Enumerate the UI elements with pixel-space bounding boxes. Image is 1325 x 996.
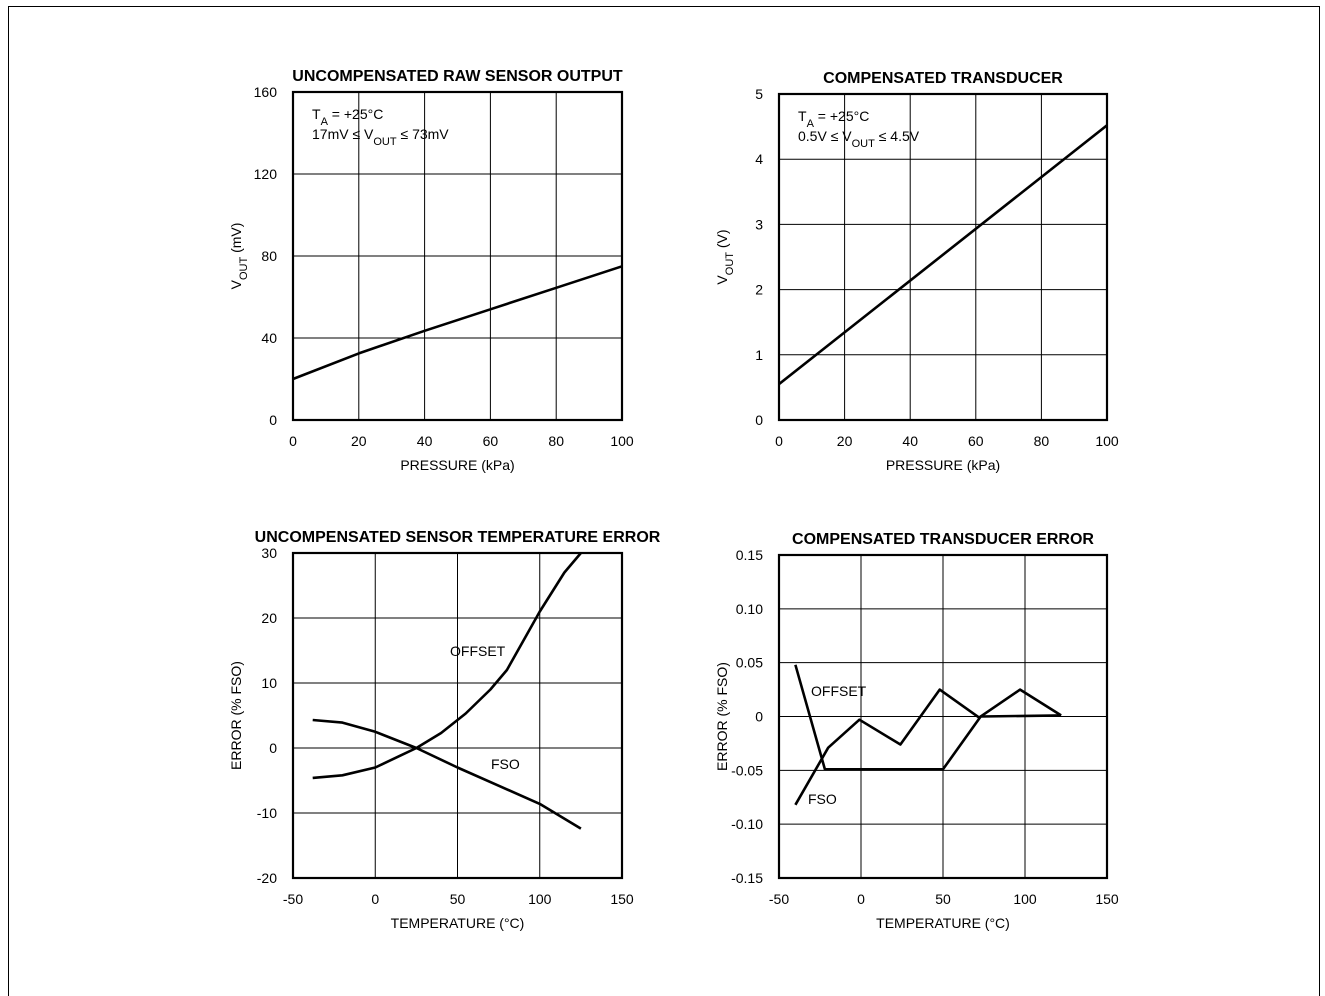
- condition-annotation: 17mV ≤ VOUT ≤ 73mV: [312, 126, 449, 148]
- y-tick-label: 80: [261, 248, 277, 264]
- x-tick-label: 100: [1013, 891, 1037, 907]
- y-axis-label: VOUT (V): [714, 229, 736, 284]
- plot-frame: [777, 553, 1109, 880]
- x-tick-label: 20: [351, 433, 367, 449]
- chart-2: COMPENSATED TRANSDUCER 0 20 40 60 80 100 0 1 2 3 4 5…: [714, 70, 1119, 473]
- plot-frame: [777, 92, 1109, 422]
- x-tick-label: 100: [610, 433, 634, 449]
- y-tick-label: 0: [755, 412, 763, 428]
- x-tick-label: 20: [837, 433, 853, 449]
- x-tick-label: 150: [610, 891, 634, 907]
- y-tick-label: 20: [261, 610, 277, 626]
- y-tick-label: 30: [261, 545, 277, 561]
- data-series-line: [292, 265, 623, 381]
- y-axis-label: VOUT (mV): [228, 223, 250, 290]
- condition-annotation: TA = +25°C: [798, 108, 869, 130]
- x-tick-label: 0: [857, 891, 865, 907]
- y-tick-label: 4: [755, 151, 763, 167]
- x-tick-label: 80: [548, 433, 564, 449]
- x-tick-label: 60: [968, 433, 984, 449]
- x-tick-label: 80: [1034, 433, 1050, 449]
- y-tick-label: 120: [254, 166, 278, 182]
- x-axis-label: TEMPERATURE (°C): [876, 915, 1010, 931]
- y-tick-label: 10: [261, 675, 277, 691]
- x-tick-label: 150: [1095, 891, 1119, 907]
- chart-title: COMPENSATED TRANSDUCER ERROR: [792, 531, 1094, 548]
- chart-title: UNCOMPENSATED RAW SENSOR OUTPUT: [292, 68, 623, 85]
- chart-title: COMPENSATED TRANSDUCER: [823, 70, 1063, 87]
- fso-series-label: FSO: [808, 791, 837, 807]
- x-tick-label: 0: [371, 891, 379, 907]
- x-tick-label: 100: [1095, 433, 1119, 449]
- chart-3: UNCOMPENSATED SENSOR TEMPERATURE ERROR -5…: [228, 529, 661, 931]
- x-axis-label: TEMPERATURE (°C): [391, 915, 525, 931]
- y-tick-label: 0.15: [736, 547, 763, 563]
- x-tick-label: 100: [528, 891, 552, 907]
- x-tick-label: -50: [283, 891, 303, 907]
- chart-1: UNCOMPENSATED RAW SENSOR OUTPUT 0 20 40 60 80…: [228, 68, 634, 473]
- figure-frame: [8, 6, 1320, 996]
- y-tick-label: -20: [257, 870, 277, 886]
- condition-annotation: 0.5V ≤ VOUT ≤ 4.5V: [798, 128, 920, 150]
- y-tick-label: 40: [261, 330, 277, 346]
- y-axis-label: ERROR (% FSO): [228, 661, 244, 770]
- x-tick-label: 50: [450, 891, 466, 907]
- y-tick-label: 0.05: [736, 655, 763, 671]
- x-tick-label: 40: [417, 433, 433, 449]
- y-tick-label: 0.10: [736, 601, 763, 617]
- x-axis-label: PRESSURE (kPa): [886, 457, 1000, 473]
- fso-series-line: [312, 718, 582, 830]
- y-tick-label: 0: [269, 412, 277, 428]
- x-tick-label: 0: [775, 433, 783, 449]
- y-tick-label: -0.05: [731, 762, 763, 778]
- offset-series-line: [312, 552, 582, 780]
- y-tick-label: 2: [755, 282, 763, 298]
- x-tick-label: 60: [483, 433, 499, 449]
- offset-series-label: OFFSET: [450, 643, 506, 659]
- y-tick-label: -0.15: [731, 870, 763, 886]
- y-tick-label: 160: [254, 84, 278, 100]
- chart-4: COMPENSATED TRANSDUCER ERROR -50 0 50 100 150…: [714, 531, 1119, 931]
- data-series-line: [778, 124, 1108, 386]
- x-axis-label: PRESSURE (kPa): [400, 457, 514, 473]
- x-tick-label: 40: [902, 433, 918, 449]
- y-tick-label: 0: [269, 740, 277, 756]
- offset-series-label: OFFSET: [811, 683, 867, 699]
- offset-series-line: [794, 664, 1062, 771]
- fso-series-label: FSO: [491, 756, 520, 772]
- y-tick-label: -0.10: [731, 816, 763, 832]
- condition-annotation: TA = +25°C: [312, 106, 383, 128]
- fso-series-line: [794, 688, 1062, 806]
- y-tick-label: 1: [755, 347, 763, 363]
- x-tick-label: -50: [769, 891, 789, 907]
- chart-title: UNCOMPENSATED SENSOR TEMPERATURE ERROR: [255, 529, 661, 546]
- y-tick-label: 3: [755, 216, 763, 232]
- y-axis-label: ERROR (% FSO): [714, 662, 730, 771]
- x-tick-label: 0: [289, 433, 297, 449]
- y-tick-label: -10: [257, 805, 277, 821]
- x-tick-label: 50: [935, 891, 951, 907]
- y-tick-label: 0: [755, 709, 763, 725]
- plot-frame: [291, 551, 624, 880]
- plot-frame: [291, 90, 624, 422]
- y-tick-label: 5: [755, 86, 763, 102]
